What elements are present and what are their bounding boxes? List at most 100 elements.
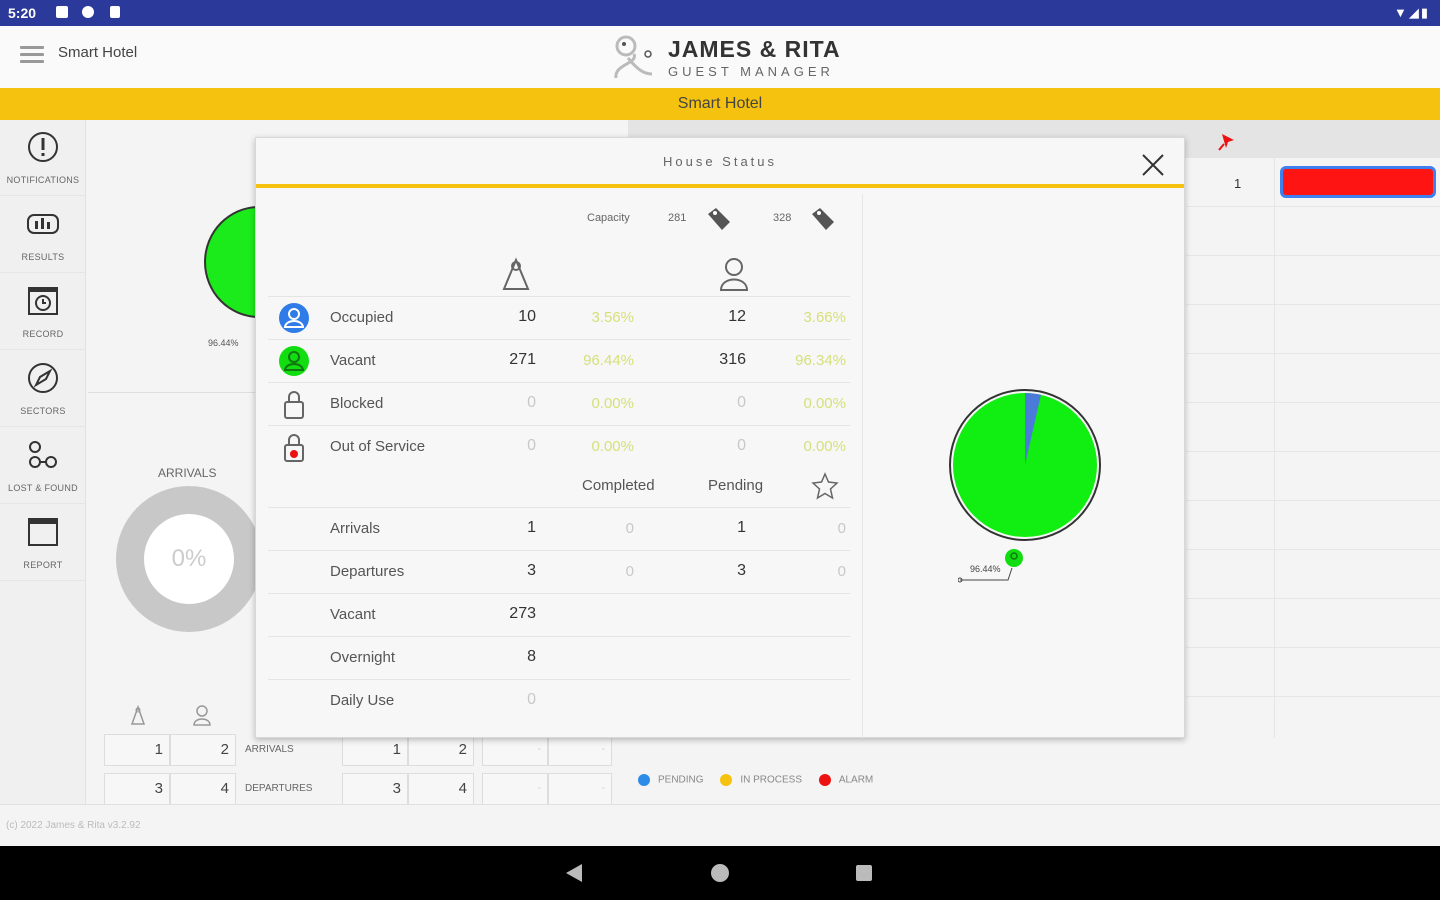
occupied-person-icon [279, 303, 309, 333]
wifi-battery-icon: ▼◢▮ [1393, 5, 1430, 20]
occupancy-pie-chart [949, 389, 1101, 541]
logo-subtitle: GUEST MANAGER [668, 64, 834, 79]
exclamation-icon [28, 132, 58, 162]
tag-icon [812, 208, 834, 230]
app-header: Smart Hotel JAMES & RITA GUEST MANAGER [0, 26, 1440, 88]
status-row-blocked[interactable]: Blocked 0 0.00% 0 0.00% [268, 382, 850, 425]
alarm-dot-icon [818, 774, 831, 786]
status-row-occupied[interactable]: Occupied 10 3.56% 12 3.66% [268, 296, 850, 339]
sidebar-item-results[interactable]: RESULTS [0, 197, 86, 273]
hotel-banner: Smart Hotel [0, 88, 1440, 120]
logo-title: JAMES & RITA [668, 36, 841, 62]
bg-cell: - [548, 734, 612, 766]
rooms-column-icon [502, 257, 530, 290]
dialog-header: House Status [256, 138, 1184, 188]
calendar-clock-icon [28, 287, 58, 315]
vacant-badge-icon [1005, 549, 1023, 567]
bg-cell: - [548, 773, 612, 805]
status-time: 5:20 [8, 5, 37, 21]
padlock-alert-icon [284, 434, 304, 462]
status-bar: 5:20 ▼◢▮ [0, 0, 1440, 26]
sidebar-item-notifications[interactable]: NOTIFICATIONS [0, 120, 86, 196]
close-icon[interactable] [1140, 152, 1166, 178]
dialog-title: House Status [662, 154, 778, 169]
donut-value: 0% [144, 514, 234, 604]
pie-border [949, 389, 1101, 541]
bg-cell: 3 [342, 773, 408, 805]
copyright: (c) 2022 James & Rita v3.2.92 [6, 820, 141, 831]
compass-icon [28, 363, 58, 393]
menu-icon[interactable] [20, 46, 44, 64]
movement-row-daily-use[interactable]: Daily Use 0 [268, 679, 850, 722]
movement-row-overnight[interactable]: Overnight 8 [268, 636, 850, 679]
arrivals-title: ARRIVALS [158, 466, 217, 480]
in-process-dot-icon [720, 774, 733, 786]
app-notification-icon [82, 6, 94, 18]
padlock-icon [284, 391, 304, 419]
bg-cell: 4 [408, 773, 474, 805]
legend-item-alarm: ALARM [818, 774, 873, 786]
legend-item-pending: PENDING [638, 774, 704, 786]
bg-cell: 2 [170, 734, 236, 766]
bg-cell: 4 [170, 773, 236, 805]
bg-row-label: ARRIVALS [245, 744, 294, 755]
results-icon [27, 214, 59, 234]
bg-cell: 1 [104, 734, 170, 766]
movement-row-departures[interactable]: Departures 3 0 3 0 [268, 550, 850, 593]
background-value: 1 [1234, 176, 1242, 191]
sidebar-item-label: LOST & FOUND [8, 483, 78, 493]
footer-divider [0, 804, 1440, 805]
notification-icon [56, 6, 68, 18]
sidebar: NOTIFICATIONS RESULTS RECORD SECTORS [0, 120, 86, 804]
sd-card-icon [110, 6, 120, 18]
sidebar-item-label: REPORT [23, 560, 63, 570]
movement-row-vacant[interactable]: Vacant 273 [268, 593, 850, 636]
person-icon [193, 705, 211, 726]
arrivals-donut: 0% [116, 486, 262, 632]
sidebar-item-label: SECTORS [20, 406, 66, 416]
alarm-bar[interactable] [1280, 166, 1436, 198]
bg-cell: 1 [342, 734, 408, 766]
back-icon[interactable] [566, 864, 582, 882]
sidebar-item-lost-found[interactable]: LOST & FOUND [0, 428, 86, 504]
beds-column-icon [719, 258, 749, 291]
system-nav-bar [0, 846, 1440, 900]
status-row-vacant[interactable]: Vacant 271 96.44% 316 96.34% [268, 339, 850, 382]
sidebar-item-label: RECORD [22, 329, 64, 339]
bed-icon [130, 704, 146, 725]
sidebar-item-record[interactable]: RECORD [0, 274, 86, 350]
pie-label-leader [958, 567, 1013, 583]
bg-cell: 3 [104, 773, 170, 805]
logo: JAMES & RITA GUEST MANAGER [608, 32, 848, 82]
sidebar-item-report[interactable]: REPORT [0, 505, 86, 581]
recent-apps-icon[interactable] [856, 865, 872, 881]
capacity-label: Capacity [587, 212, 630, 224]
bg-cell: 2 [408, 734, 474, 766]
logo-mark-icon [614, 35, 653, 79]
completed-header: Completed [582, 477, 655, 494]
sidebar-item-label: NOTIFICATIONS [6, 175, 80, 185]
calendar-icon [28, 518, 58, 546]
bg-cell: - [482, 773, 548, 805]
dialog-divider [862, 194, 863, 738]
background-grid [1186, 158, 1440, 738]
pending-header: Pending [708, 477, 764, 494]
pending-dot-icon [638, 774, 650, 786]
pie-slice-occupied [1025, 393, 1041, 465]
legend-item-in-process: IN PROCESS [720, 774, 802, 786]
app-name: Smart Hotel [58, 44, 138, 61]
capacity-beds: 328 [773, 212, 792, 224]
star-icon[interactable] [810, 471, 840, 501]
capacity-rooms: 281 [668, 212, 687, 224]
sidebar-item-sectors[interactable]: SECTORS [0, 351, 86, 427]
movement-row-arrivals[interactable]: Arrivals 1 0 1 0 [268, 507, 850, 550]
vacant-person-icon [279, 346, 309, 376]
bg-cell: - [482, 734, 548, 766]
home-icon[interactable] [711, 864, 729, 882]
glasses-icon [29, 441, 57, 468]
pie-label: 96.44% [970, 564, 1001, 574]
background-chart-label: 96.44% [208, 338, 239, 348]
house-status-dialog: House Status Capacity 281 328 Occupied 1… [255, 137, 1185, 738]
status-row-out-of-service[interactable]: Out of Service 0 0.00% 0 0.00% [268, 425, 850, 468]
pin-icon[interactable] [1216, 130, 1238, 152]
